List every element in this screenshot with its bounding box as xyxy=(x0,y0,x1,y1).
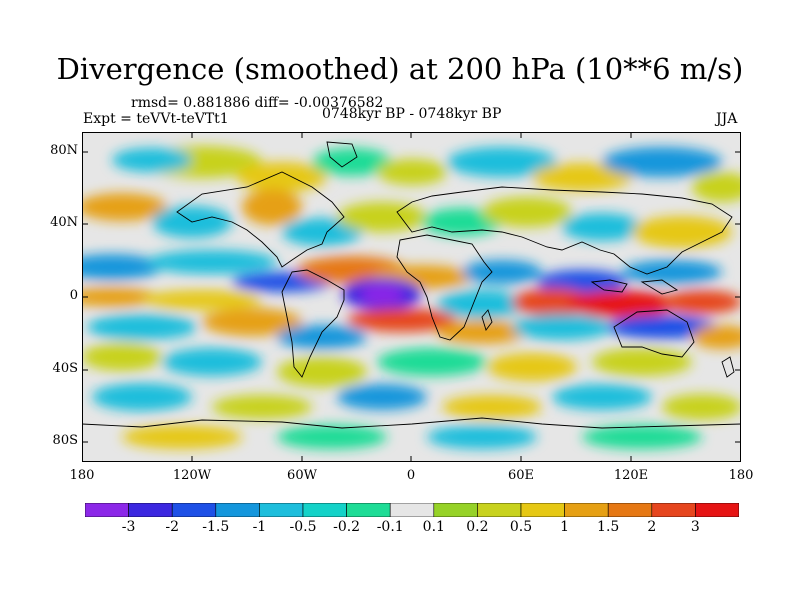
x-tick-label: 60E xyxy=(507,468,535,483)
y-tick-label: 80N xyxy=(50,143,78,158)
colorbar-label: 1.5 xyxy=(597,519,620,535)
y-tick-label: 80S xyxy=(52,433,78,448)
colorbar-label: 3 xyxy=(690,519,700,535)
y-tick-label: 40S xyxy=(52,361,78,376)
colorbar-swatch xyxy=(651,502,696,518)
colorbar-label: 1 xyxy=(560,519,570,535)
colorbar-label: -3 xyxy=(121,519,136,535)
colorbar-swatch xyxy=(171,502,217,518)
colorbar-swatch xyxy=(389,502,435,518)
season-label: JJA xyxy=(716,111,738,127)
x-tick-label: 180 xyxy=(69,468,95,483)
colorbar-swatch xyxy=(695,502,740,518)
x-tick-label: 180 xyxy=(728,468,754,483)
colorbar-swatch xyxy=(259,502,304,518)
colorbar-swatch xyxy=(215,502,260,518)
stats-line: rmsd= 0.881886 diff= -0.00376582 xyxy=(131,95,384,111)
colorbar-label: -1.5 xyxy=(202,519,230,535)
colorbar-label: 2 xyxy=(647,519,657,535)
colorbar-swatch xyxy=(564,502,609,518)
colorbar-swatch xyxy=(302,502,347,518)
colorbar-label: -0.5 xyxy=(289,519,317,535)
colorbar-swatch xyxy=(346,502,391,518)
x-tick-label: 60W xyxy=(287,468,317,483)
colorbar-swatch xyxy=(477,502,522,518)
y-tick-label: 0 xyxy=(69,288,78,303)
colorbar-label: 0.5 xyxy=(509,519,533,535)
period-label: 0748kyr BP - 0748kyr BP xyxy=(322,106,502,122)
experiment-label: Expt = teVVt-teVTt1 xyxy=(83,111,229,127)
y-tick-label: 40N xyxy=(50,215,78,230)
colorbar-label: -0.2 xyxy=(333,519,361,535)
x-tick-label: 120W xyxy=(172,468,212,483)
colorbar-label: 0.1 xyxy=(422,519,445,535)
colorbar-label: -2 xyxy=(165,519,179,535)
colorbar-label: -1 xyxy=(252,519,267,535)
colorbar-swatch xyxy=(520,502,565,518)
colorbar xyxy=(84,502,740,518)
colorbar-swatch xyxy=(433,502,478,518)
divergence-field xyxy=(82,146,741,449)
x-tick-label: 120E xyxy=(613,468,649,483)
colorbar-swatch xyxy=(607,502,653,518)
plot-title: Divergence (smoothed) at 200 hPa (10**6 … xyxy=(56,52,744,86)
x-tick-label: 0 xyxy=(406,468,416,483)
divergence-map xyxy=(82,132,741,462)
colorbar-label: 0.2 xyxy=(466,519,489,535)
colorbar-label: -0.1 xyxy=(376,519,404,535)
colorbar-swatch xyxy=(84,502,129,518)
coastlines xyxy=(82,141,741,429)
axis-ticks xyxy=(82,132,741,462)
colorbar-swatch xyxy=(128,502,173,518)
